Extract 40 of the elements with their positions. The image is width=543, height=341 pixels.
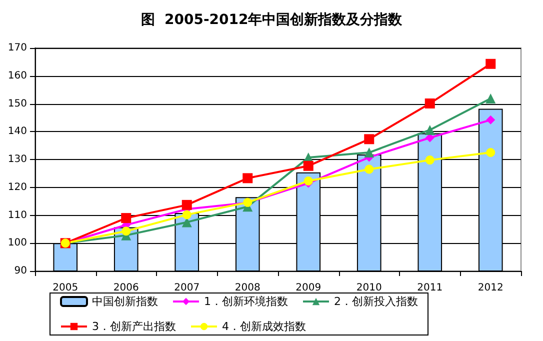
legend-label: 2．创新投入指数 — [334, 295, 418, 308]
y-tick-label: 90 — [14, 266, 27, 276]
x-tick-label: 2010 — [356, 282, 382, 294]
x-tick-label: 2012 — [478, 282, 504, 294]
y-tick-label: 110 — [8, 210, 27, 221]
x-tick-label: 2009 — [296, 282, 322, 294]
point — [182, 210, 192, 220]
x-tick-label: 2005 — [52, 282, 78, 294]
point — [364, 134, 374, 144]
y-tick-label: 120 — [8, 182, 27, 193]
x-tick-label: 2006 — [113, 282, 139, 294]
point — [425, 156, 434, 165]
point — [122, 226, 131, 236]
point — [424, 124, 435, 135]
x-tick-label: 2007 — [174, 282, 200, 294]
legend-label: 中国创新指数 — [92, 295, 158, 308]
point — [303, 160, 314, 171]
y-tick-label: 150 — [8, 98, 27, 110]
point — [424, 98, 435, 108]
point — [486, 58, 496, 69]
point — [121, 213, 132, 224]
legend-label: 1．创新环境指数 — [204, 295, 288, 308]
point — [486, 148, 496, 158]
x-tick-label: 2011 — [417, 282, 443, 294]
legend-label: 4．创新成效指数 — [222, 320, 306, 333]
y-tick-label: 130 — [8, 154, 27, 165]
point — [364, 164, 374, 174]
point — [364, 148, 374, 158]
y-tick-label: 100 — [8, 238, 27, 249]
y-tick-label: 140 — [8, 126, 27, 138]
point — [486, 93, 496, 104]
point — [242, 173, 253, 184]
legend-label: 3．创新产出指数 — [92, 320, 176, 333]
chart-title: 图 2005-2012年中国创新指数及分指数 — [140, 11, 404, 28]
point — [304, 176, 313, 186]
y-tick-label: 160 — [8, 70, 27, 82]
point — [182, 200, 192, 210]
point — [486, 115, 496, 124]
y-tick-label: 170 — [8, 42, 27, 54]
x-tick-label: 2008 — [234, 282, 260, 294]
